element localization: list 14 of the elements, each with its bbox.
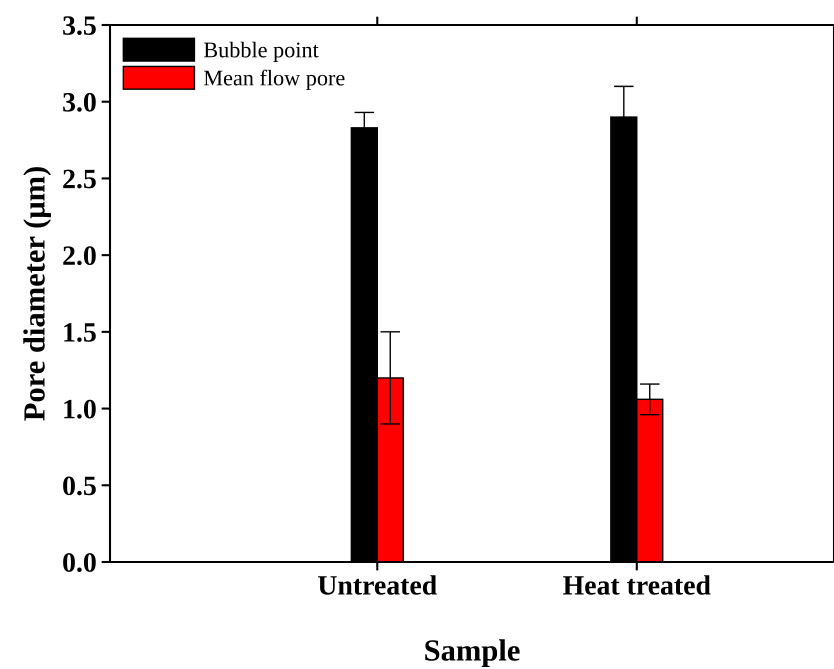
legend-label: Bubble point bbox=[204, 42, 319, 62]
y-tick-label: 0.0 bbox=[63, 553, 96, 572]
y-tick-label: 3.0 bbox=[63, 92, 96, 112]
y-tick-label: 2.0 bbox=[63, 246, 96, 266]
legend-label: Mean flow pore bbox=[204, 70, 344, 90]
x-axis-title: Sample bbox=[425, 639, 520, 667]
y-tick-label: 1.5 bbox=[64, 323, 96, 342]
y-tick-label: 2.5 bbox=[63, 170, 96, 188]
x-tick-label: Untreated bbox=[318, 575, 437, 595]
x-tick-label: Heat treated bbox=[563, 575, 711, 595]
y-tick-label: 0.5 bbox=[63, 476, 96, 496]
y-tick-label: 3.5 bbox=[63, 16, 96, 36]
y-axis-title: Pore diameter (μm) bbox=[23, 167, 51, 421]
y-tick-label: 1.0 bbox=[64, 400, 96, 419]
